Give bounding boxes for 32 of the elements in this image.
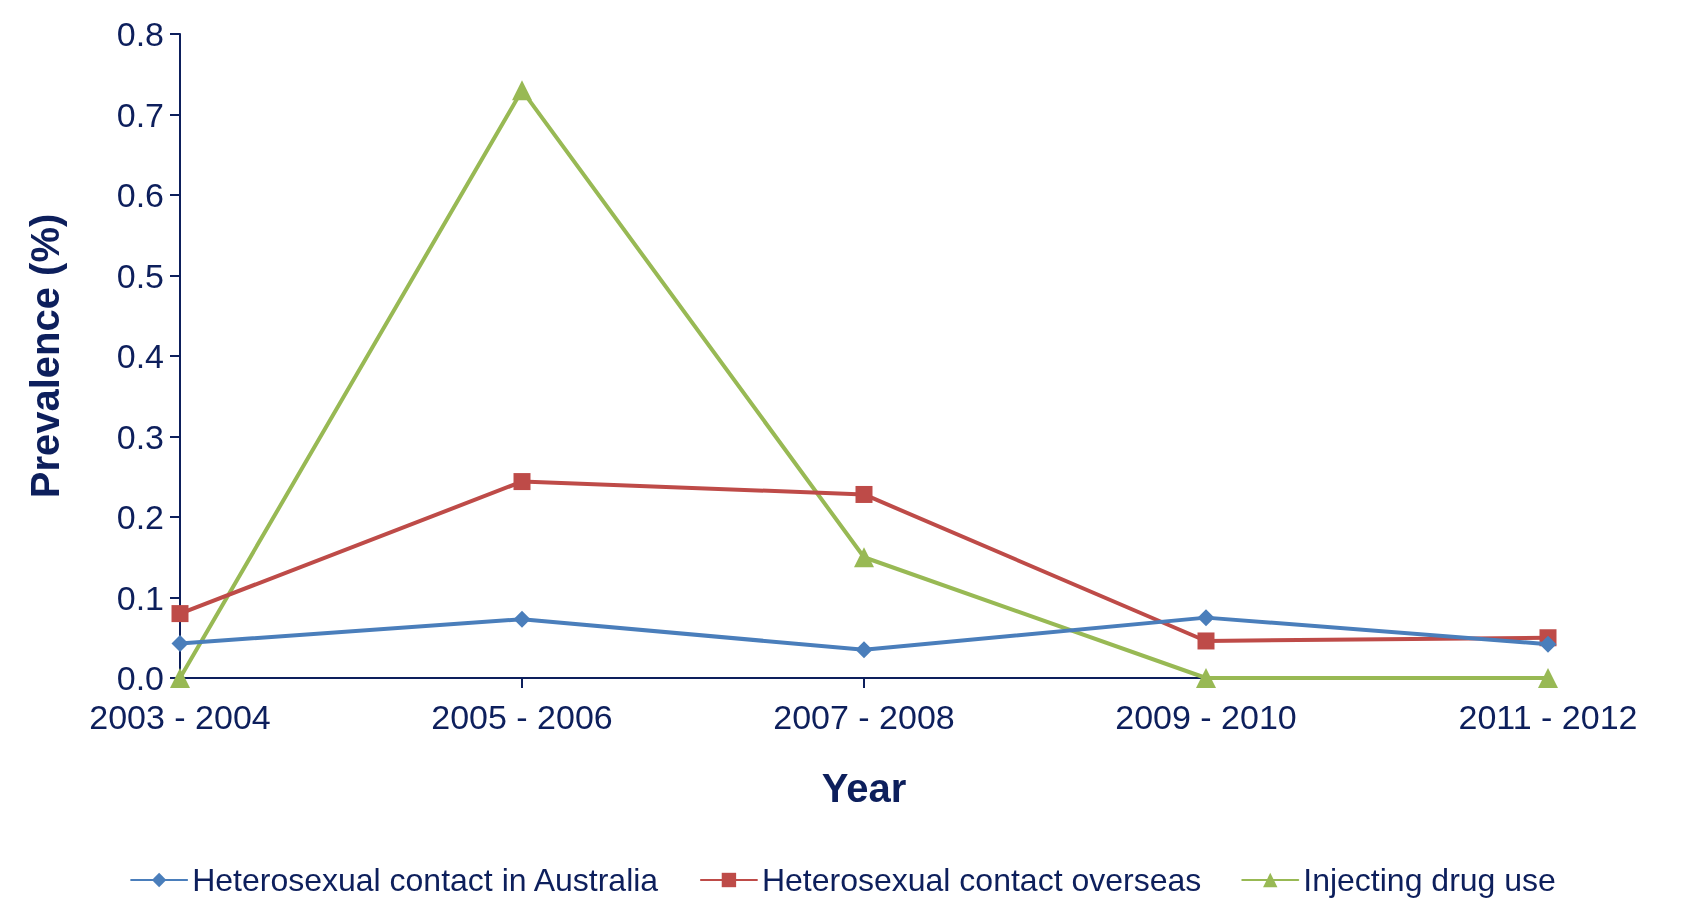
x-axis-title: Year bbox=[821, 766, 907, 810]
y-tick-label: 0.6 bbox=[116, 176, 164, 214]
x-tick-label: 2007 - 2008 bbox=[773, 698, 955, 736]
y-tick-label: 0.8 bbox=[116, 15, 164, 53]
legend-label: Heterosexual contact in Australia bbox=[192, 862, 659, 898]
y-tick-label: 0.1 bbox=[116, 578, 164, 617]
point bbox=[513, 473, 531, 491]
point bbox=[1539, 635, 1557, 653]
y-axis-title: Prevalence (%) bbox=[23, 213, 67, 499]
point bbox=[1538, 668, 1558, 688]
y-tick-label: 0.0 bbox=[116, 659, 164, 697]
point bbox=[1197, 632, 1215, 650]
point bbox=[513, 610, 531, 628]
y-tick-label: 0.2 bbox=[116, 498, 164, 536]
y-tick-label: 0.7 bbox=[116, 95, 164, 134]
legend-label: Injecting drug use bbox=[1303, 862, 1556, 898]
x-tick-label: 2003 - 2004 bbox=[89, 698, 271, 736]
x-tick-label: 2005 - 2006 bbox=[431, 698, 613, 736]
point bbox=[512, 80, 532, 101]
point bbox=[854, 547, 874, 568]
y-tick-label: 0.3 bbox=[116, 417, 164, 456]
y-tick-label: 0.5 bbox=[116, 256, 164, 295]
point bbox=[171, 634, 189, 652]
point bbox=[1197, 609, 1215, 627]
point bbox=[1196, 668, 1216, 688]
point bbox=[855, 641, 873, 659]
point bbox=[171, 605, 189, 623]
point bbox=[855, 485, 873, 503]
x-tick-label: 2009 - 2010 bbox=[1115, 698, 1297, 736]
x-tick-label: 2011 - 2012 bbox=[1458, 698, 1638, 736]
y-tick-label: 0.4 bbox=[116, 337, 164, 375]
legend-label: Heterosexual contact overseas bbox=[761, 862, 1202, 898]
